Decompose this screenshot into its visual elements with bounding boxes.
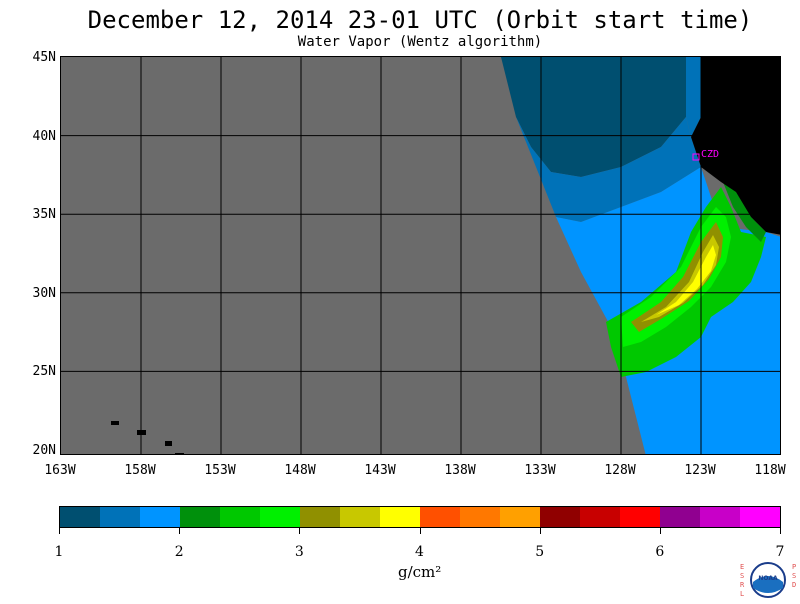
colorbar-segment	[620, 507, 660, 527]
logo-right-text: P	[792, 563, 796, 571]
lon-label: 133W	[524, 463, 556, 478]
lat-label: 20N	[32, 443, 56, 458]
colorbar-segment	[260, 507, 300, 527]
colorbar-segment	[180, 507, 220, 527]
colorbar-label: 2	[174, 544, 184, 560]
chart-title: December 12, 2014 23-01 UTC (Orbit start…	[87, 6, 753, 34]
colorbar-label: 5	[535, 544, 545, 560]
svg-text:S: S	[792, 572, 796, 580]
map-grid	[61, 57, 780, 454]
lon-label: 143W	[364, 463, 396, 478]
swath-mid-blue	[516, 117, 701, 222]
colorbar-tick	[179, 528, 181, 534]
chart-subtitle: Water Vapor (Wentz algorithm)	[297, 34, 543, 50]
lon-label: 158W	[124, 463, 156, 478]
map-canvas: CZD	[61, 57, 780, 454]
svg-text:D: D	[792, 581, 796, 589]
colorbar-units: g/cm²	[398, 563, 442, 581]
lat-label: 35N	[32, 207, 56, 223]
lat-label: 40N	[32, 128, 56, 144]
colorbar-tick	[299, 528, 301, 534]
colorbar-label: 4	[415, 544, 424, 560]
plume-olive	[631, 222, 723, 332]
swath-dark-blue	[501, 57, 686, 177]
colorbar-label: 1	[54, 544, 64, 560]
colorbar-tick	[659, 528, 661, 534]
colorbar-segment	[380, 507, 420, 527]
colorbar-tick	[59, 528, 60, 534]
colorbar-segment	[60, 507, 100, 527]
station-label: CZD	[701, 149, 719, 160]
plume-yellow	[656, 245, 716, 315]
colorbar-segment	[100, 507, 140, 527]
lon-label: 148W	[284, 463, 316, 478]
colorbar-segment	[340, 507, 380, 527]
colorbar-tick	[419, 528, 421, 534]
swath-east-blue	[686, 57, 701, 137]
water-vapor-map: CZD	[60, 56, 781, 455]
lon-label: 123W	[684, 463, 716, 478]
colorbar-segment	[300, 507, 340, 527]
logo-left-text: E	[740, 563, 744, 571]
lon-label: 163W	[44, 463, 76, 478]
hawaii-island-4	[175, 453, 184, 454]
colorbar-segment	[140, 507, 180, 527]
lat-label: 30N	[32, 285, 56, 301]
colorbar-segment	[580, 507, 620, 527]
land-north-america	[686, 57, 780, 235]
colorbar-label: 3	[294, 544, 304, 560]
lon-label: 128W	[604, 463, 636, 478]
logo-center-text: NOAA	[758, 575, 778, 582]
colorbar-tick	[780, 528, 781, 534]
colorbar-label: 7	[775, 544, 785, 560]
colorbar-segment	[540, 507, 580, 527]
lon-label: 153W	[204, 463, 236, 478]
colorbar-segment	[220, 507, 260, 527]
lon-label: 138W	[444, 463, 476, 478]
colorbar-label: 6	[655, 544, 665, 560]
station-marker	[692, 153, 700, 161]
svg-text:S: S	[740, 572, 744, 580]
colorbar-segment	[660, 507, 700, 527]
svg-text:L: L	[740, 590, 744, 598]
lon-label: 118W	[754, 463, 786, 478]
noaa-logo: E S R L NOAA P S D	[737, 558, 799, 600]
lat-label: 25N	[32, 364, 56, 380]
colorbar-segment	[420, 507, 460, 527]
colorbar-segment	[740, 507, 780, 527]
colorbar-tick	[539, 528, 541, 534]
colorbar-segment	[500, 507, 540, 527]
colorbar-segment	[460, 507, 500, 527]
hawaii-island-3	[165, 441, 172, 446]
colorbar-segment	[700, 507, 740, 527]
lat-label: 45N	[32, 50, 56, 65]
hawaii-island-1	[111, 421, 119, 425]
svg-text:R: R	[740, 581, 745, 589]
colorbar	[59, 506, 781, 528]
